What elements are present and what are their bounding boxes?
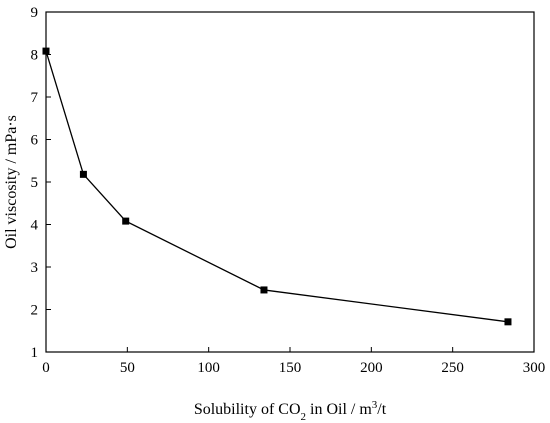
y-axis-label: Oil viscosity / mPa·s — [3, 115, 20, 249]
y-tick-label: 3 — [31, 260, 39, 276]
y-tick-label: 8 — [31, 48, 39, 64]
x-tick-label: 100 — [197, 360, 220, 376]
y-tick-label: 6 — [31, 133, 39, 149]
series-layer — [42, 47, 512, 326]
x-axis-label-prefix: Solubility of CO — [194, 401, 301, 418]
x-axis-label-middle: in Oil / m — [306, 401, 372, 418]
x-axis-label: Solubility of CO2 in Oil / m3/t — [194, 399, 387, 423]
x-tick-label: 0 — [42, 360, 50, 376]
y-tick-label: 5 — [31, 175, 39, 191]
data-point — [260, 286, 268, 294]
y-tick-label: 7 — [31, 90, 39, 106]
y-tick-label: 2 — [31, 303, 39, 319]
data-point — [504, 318, 512, 326]
x-tick-label: 150 — [279, 360, 302, 376]
data-point — [79, 170, 87, 178]
x-axis-ticks: 0 50 100 150 200 250 300 — [42, 347, 545, 376]
plot-frame — [45, 11, 535, 353]
y-tick-label: 9 — [31, 5, 39, 21]
data-point — [42, 47, 50, 55]
series-line — [45, 50, 509, 323]
x-axis-label-suffix: /t — [377, 401, 386, 418]
x-axis-label-subscript: 2 — [301, 411, 307, 423]
y-tick-label: 4 — [31, 218, 39, 234]
x-axis-label-superscript: 3 — [372, 399, 378, 411]
x-tick-label: 300 — [523, 360, 546, 376]
y-tick-label: 1 — [31, 345, 39, 361]
data-point — [122, 217, 130, 225]
x-tick-label: 50 — [120, 360, 135, 376]
y-axis-ticks: 1 2 3 4 5 6 7 8 9 — [31, 5, 51, 361]
x-tick-label: 250 — [441, 360, 464, 376]
x-tick-label: 200 — [360, 360, 383, 376]
